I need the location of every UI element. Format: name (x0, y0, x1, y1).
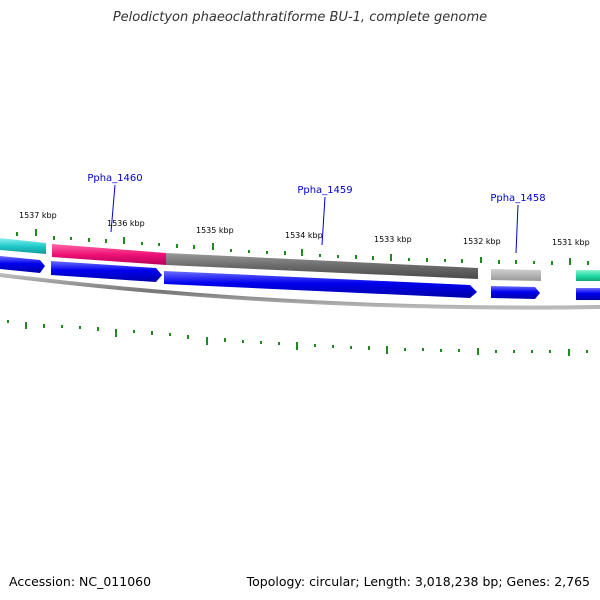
accession-text: Accession: NC_011060 (9, 574, 151, 589)
gene-callout-line-1459 (322, 197, 325, 245)
gene-callout-line-1458 (516, 205, 518, 253)
genome-map: Pelodictyon phaeoclathratiforme BU-1, co… (0, 0, 600, 600)
gene-label-ppha-1458[interactable]: Ppha_1458 (490, 193, 545, 204)
scale-label-1535: 1535 kbp (196, 226, 234, 235)
forward-cds-2[interactable] (51, 261, 162, 282)
scale-label-1534: 1534 kbp (285, 231, 323, 240)
genome-map-canvas: 1537 kbp 1536 kbp 1535 kbp 1534 kbp 1533… (0, 0, 600, 600)
scale-label-1531: 1531 kbp (552, 238, 590, 247)
cds-green[interactable] (576, 270, 600, 281)
gc-content-ticks (8, 320, 587, 356)
gene-label-ppha-1460[interactable]: Ppha_1460 (87, 173, 142, 184)
scale-label-1537: 1537 kbp (19, 211, 57, 220)
scale-label-1536: 1536 kbp (107, 219, 145, 228)
forward-cds-4[interactable] (491, 286, 540, 299)
scale-label-1532: 1532 kbp (463, 237, 501, 246)
forward-cds-5[interactable] (576, 288, 600, 300)
genome-summary-text: Topology: circular; Length: 3,018,238 bp… (247, 574, 590, 589)
scale-label-1533: 1533 kbp (374, 235, 412, 244)
cds-cyan[interactable] (0, 238, 46, 254)
cds-magenta-ppha-1460[interactable] (52, 244, 166, 265)
scale-labels: 1537 kbp 1536 kbp 1535 kbp 1534 kbp 1533… (19, 211, 590, 247)
forward-cds-1[interactable] (0, 256, 45, 273)
gene-label-ppha-1459[interactable]: Ppha_1459 (297, 185, 352, 196)
cds-lightgray-ppha-1458[interactable] (491, 269, 541, 281)
